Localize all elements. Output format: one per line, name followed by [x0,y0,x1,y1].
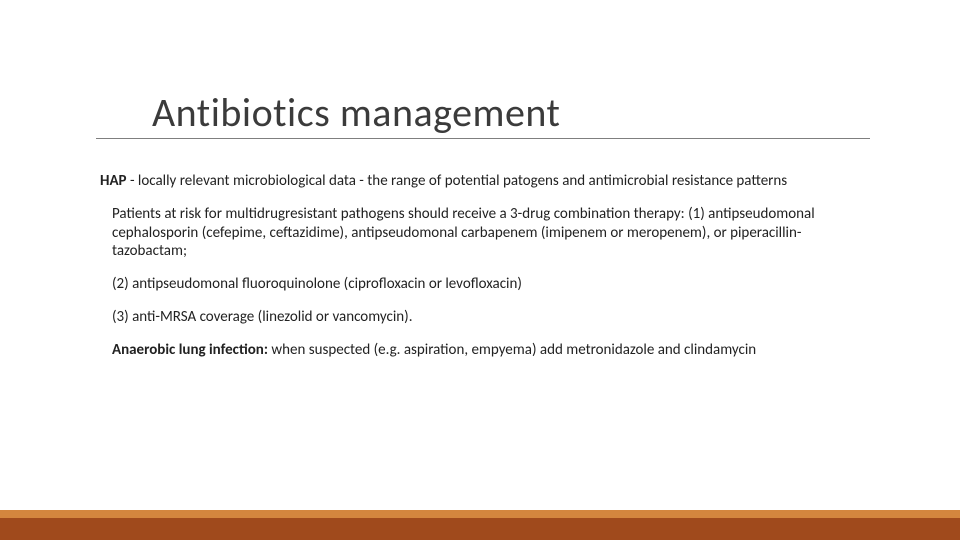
body-paragraph: HAP - locally relevant microbiological d… [100,172,870,191]
slide: Antibiotics management HAP - locally rel… [0,0,960,540]
body-paragraph: Patients at risk for multidrugresistant … [100,205,870,261]
slide-title: Antibiotics management [152,92,870,134]
paragraph-text: - locally relevant microbiological data … [127,172,788,190]
footer-accent-top [0,510,960,518]
body-paragraph: Anaerobic lung infection: when suspected… [100,341,870,360]
paragraph-text: (2) antipseudomonal fluoroquinolone (cip… [112,275,522,293]
body-paragraph: (3) anti-MRSA coverage (linezolid or van… [100,308,870,327]
footer-accent-bottom [0,518,960,540]
paragraph-text: Patients at risk for multidrugresistant … [112,205,815,261]
body-paragraph: (2) antipseudomonal fluoroquinolone (cip… [100,275,870,294]
bold-lead: HAP [100,172,127,190]
title-rule: Antibiotics management [96,92,870,139]
footer-bar [0,510,960,540]
paragraph-text: (3) anti-MRSA coverage (linezolid or van… [112,308,413,326]
slide-body: HAP - locally relevant microbiological d… [100,172,870,373]
paragraph-text: when suspected (e.g. aspiration, empyema… [268,341,756,359]
bold-lead: Anaerobic lung infection: [112,341,268,359]
